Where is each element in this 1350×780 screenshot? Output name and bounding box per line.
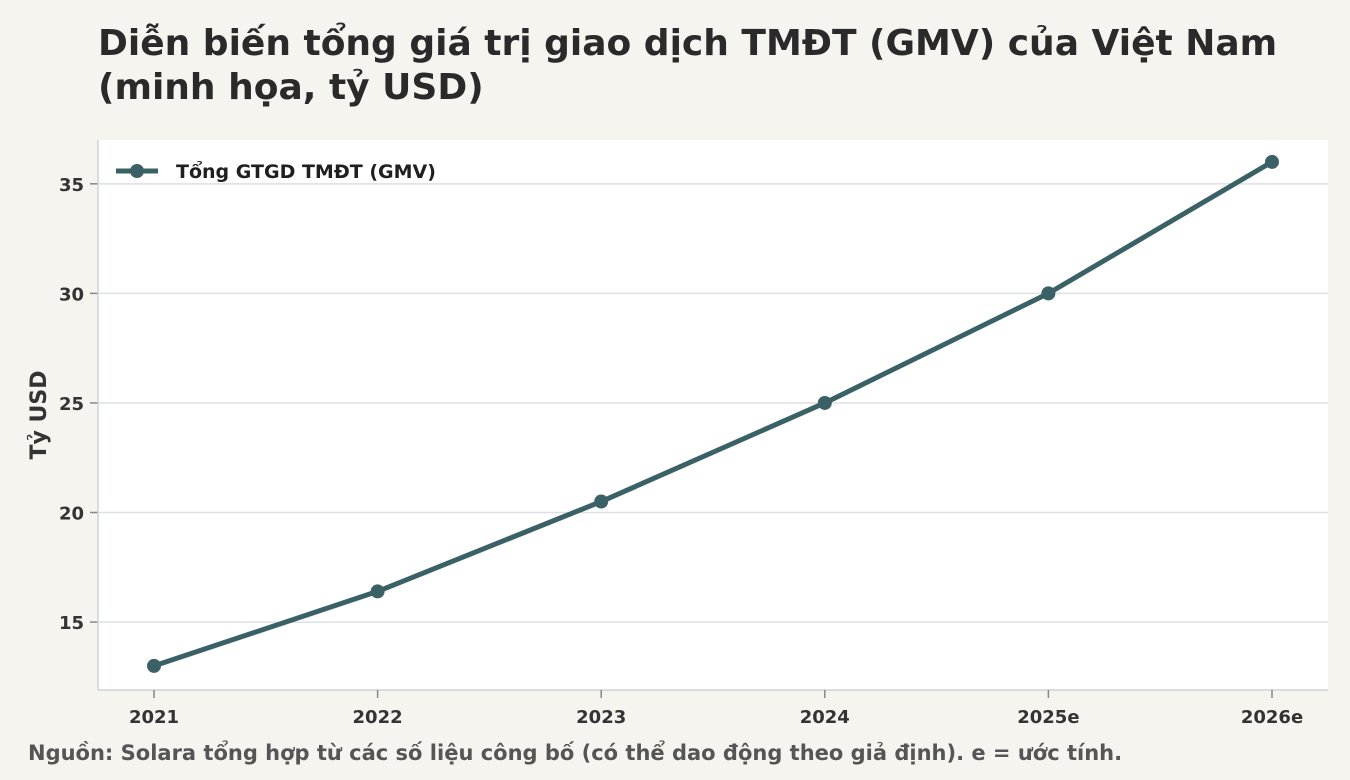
y-tick-label: 15 bbox=[59, 613, 84, 634]
series-line bbox=[151, 159, 1275, 669]
legend-marker-swatch bbox=[130, 164, 144, 178]
data-point bbox=[370, 584, 385, 599]
data-point bbox=[1041, 286, 1056, 301]
y-tick-label: 35 bbox=[59, 175, 84, 196]
y-tick-label: 20 bbox=[59, 504, 84, 525]
y-tick-label: 25 bbox=[59, 394, 84, 415]
x-tick-label: 2025e bbox=[1017, 707, 1079, 728]
chart-title: Diễn biến tổng giá trị giao dịch TMĐT (G… bbox=[98, 23, 1278, 108]
y-axis: 15 20 25 30 35 bbox=[59, 175, 98, 634]
data-point bbox=[817, 395, 832, 410]
data-point bbox=[1265, 154, 1279, 169]
source-note: Nguồn: Solara tổng hợp từ các số liệu cô… bbox=[28, 741, 1123, 765]
plot-area bbox=[98, 140, 1328, 690]
x-tick-label: 2023 bbox=[576, 707, 626, 728]
data-point bbox=[594, 494, 609, 509]
legend-label: Tổng GTGD TMĐT (GMV) bbox=[176, 160, 436, 183]
x-axis: 2021 2022 2023 2024 2025e 2026e bbox=[97, 140, 1328, 728]
data-point bbox=[147, 658, 161, 673]
x-tick-label: 2024 bbox=[800, 707, 850, 728]
x-tick-label: 2022 bbox=[353, 707, 403, 728]
x-tick-label: 2021 bbox=[129, 707, 179, 728]
y-tick-label: 30 bbox=[59, 284, 84, 305]
legend: Tổng GTGD TMĐT (GMV) bbox=[116, 160, 436, 183]
x-tick-label: 2026e bbox=[1241, 707, 1303, 728]
gridlines bbox=[98, 183, 1328, 623]
series-lines bbox=[147, 154, 1279, 673]
y-axis-title: Tỷ USD bbox=[27, 371, 52, 460]
